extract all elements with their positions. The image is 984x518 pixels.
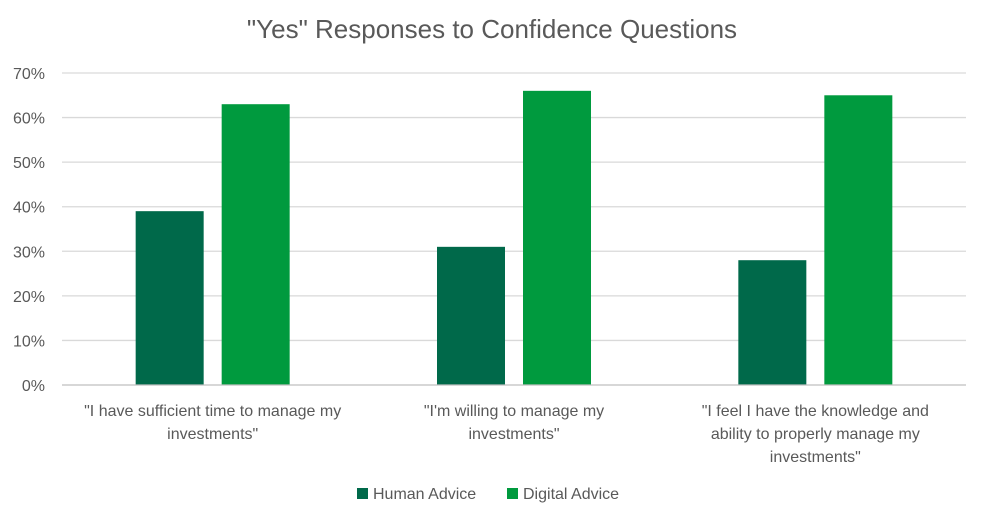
y-tick-label: 70%	[13, 66, 45, 83]
bar-human-advice	[437, 246, 505, 385]
x-category-label: investments"	[167, 426, 258, 443]
bar-digital-advice	[824, 95, 893, 386]
legend-label: Human Advice	[373, 486, 476, 503]
y-tick-label: 10%	[13, 333, 45, 350]
bar-human-advice	[135, 211, 204, 385]
legend-swatch	[357, 488, 368, 499]
chart-title: "Yes" Responses to Confidence Questions	[247, 14, 737, 44]
x-axis-category-labels: "I have sufficient time to manage my inve…	[84, 403, 929, 466]
bars	[135, 90, 893, 386]
y-axis-tick-labels: 0% 10% 20% 30% 40% 50% 60% 70%	[13, 66, 45, 395]
legend-swatch	[507, 488, 518, 499]
y-tick-label: 40%	[13, 200, 45, 217]
bar-digital-advice	[221, 104, 290, 385]
x-category-label: "I feel I have the knowledge and	[702, 403, 929, 420]
y-tick-label: 60%	[13, 111, 45, 128]
bar-digital-advice	[523, 90, 591, 385]
bar-human-advice	[738, 260, 807, 385]
x-category-label: investments"	[468, 426, 559, 443]
legend-label: Digital Advice	[523, 486, 619, 503]
y-tick-label: 50%	[13, 155, 45, 172]
x-category-label: "I'm willing to manage my	[424, 403, 604, 420]
x-category-label: investments"	[770, 449, 861, 466]
y-tick-label: 20%	[13, 289, 45, 306]
gridlines	[62, 72, 966, 342]
legend: Human Advice Digital Advice	[357, 486, 619, 503]
y-tick-label: 30%	[13, 244, 45, 261]
x-category-label: ability to properly manage my	[711, 426, 920, 443]
y-tick-label: 0%	[22, 378, 45, 395]
x-category-label: "I have sufficient time to manage my	[84, 403, 341, 420]
